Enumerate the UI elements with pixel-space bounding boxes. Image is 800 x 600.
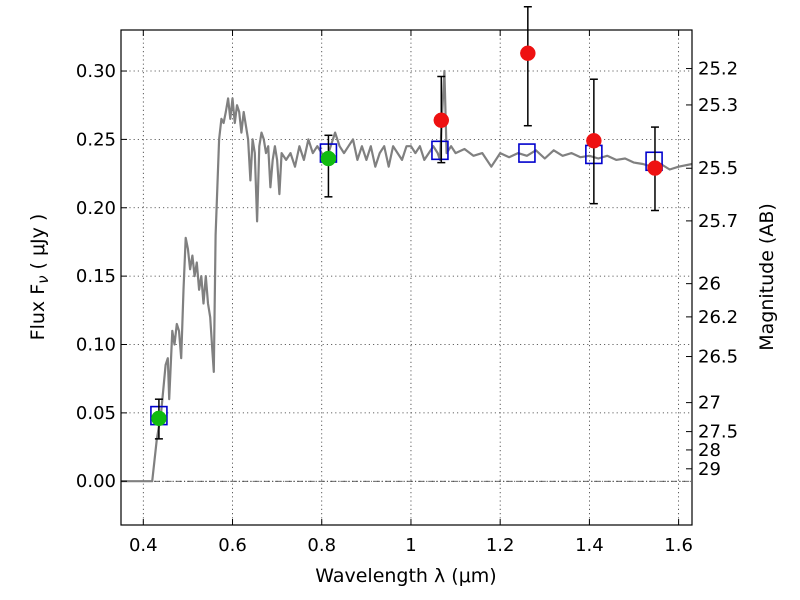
magnitude-tick-label: 25.7 [698,211,738,232]
magnitude-tick-label: 26 [698,274,721,295]
y-tick-label: 0.25 [76,129,116,150]
y-axis-label: Flux Fν ( μJy ) [27,214,52,341]
y-tick-label: 0.00 [76,471,116,492]
magnitude-tick-label: 28 [698,440,721,461]
model-square-marker [431,140,449,161]
magnitude-tick-label: 25.5 [698,158,738,179]
y-axis-label-subscript: ν [34,275,52,283]
x-tick-label: 1.6 [664,535,693,556]
measurement-point [520,45,536,61]
x-tick-label: 1 [405,535,416,556]
magnitude-tick-label: 27 [698,393,721,414]
y-axis-label-unit: ( μJy ) [27,214,49,270]
x-tick-label: 0.8 [307,535,336,556]
measurement-point [433,112,450,128]
grid [121,30,692,525]
y-tick-label: 0.15 [76,266,116,287]
plot-area [121,6,693,483]
magnitude-tick-label: 26.2 [698,307,738,328]
x-axis-label: Wavelength λ (μm) [315,565,496,587]
x-tick-label: 0.6 [218,535,247,556]
magnitude-tick-label: 29 [698,459,721,480]
y-tick-label: 0.20 [76,198,116,219]
x-tick-label: 1.2 [486,535,515,556]
y-tick-labels: 0.00 0.05 0.10 0.15 0.20 0.25 0.30 [76,61,116,492]
model-square-marker [518,143,536,163]
measurement-point [586,133,602,149]
magnitude-tick-label: 27.5 [698,422,738,443]
x-tick-label: 1.4 [575,535,604,556]
measurement-point [320,150,337,167]
x-tick-labels: 0.4 0.6 0.8 1 1.2 1.4 1.6 [129,535,693,556]
ticks [121,30,692,525]
magnitude-tick-label: 25.2 [698,59,738,80]
plot-frame [120,29,693,526]
y-tick-label: 0.05 [76,403,116,424]
measurement-point [151,410,167,427]
spectrum-line [121,69,693,483]
magnitude-tick-label: 26.5 [698,347,738,368]
y-axis-label-text: Flux F [27,284,49,340]
y-tick-label: 0.30 [76,61,116,82]
y-tick-label: 0.10 [76,335,116,356]
measurement-point [647,160,663,176]
magnitude-axis-label: Magnitude (AB) [756,203,778,351]
magnitude-tick-label: 25.3 [698,95,738,116]
x-tick-label: 0.4 [129,535,158,556]
